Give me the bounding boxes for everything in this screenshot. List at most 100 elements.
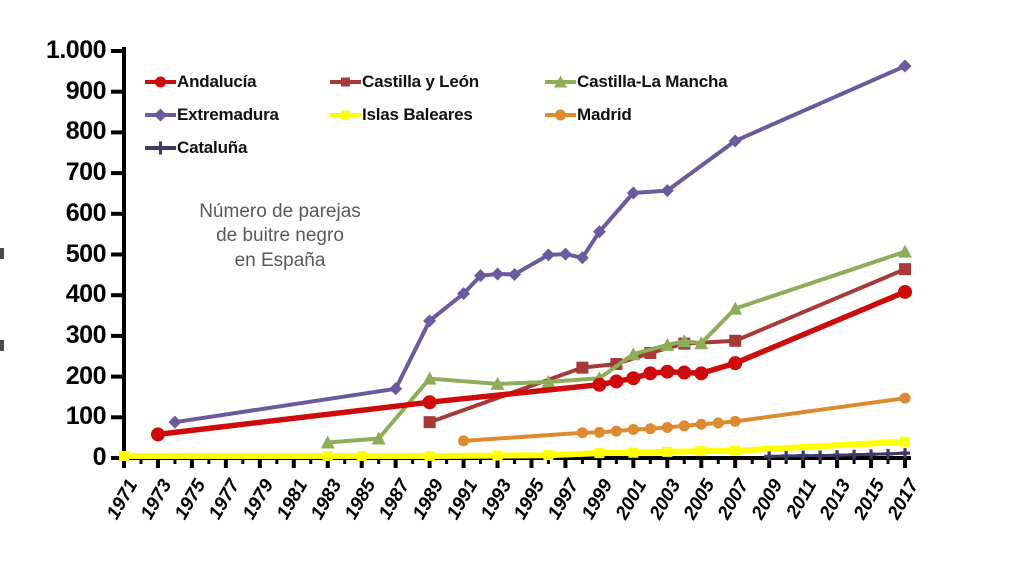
legend-swatch-diamond-icon: [145, 108, 176, 122]
series-extremadura: [168, 59, 912, 429]
data-point-marker: [728, 134, 742, 148]
data-point-marker: [832, 450, 843, 461]
data-point-marker: [729, 334, 742, 347]
legend-item-castilla-y-le-n[interactable]: Castilla y León: [330, 72, 479, 92]
data-point-marker: [119, 450, 129, 461]
data-point-marker: [660, 184, 674, 198]
data-point-marker: [866, 449, 877, 460]
y-axis-tick-label: 900: [65, 76, 107, 105]
data-point-marker: [695, 418, 707, 430]
data-point-marker: [154, 141, 167, 155]
y-axis-tick-label: 500: [65, 239, 107, 268]
legend-item-madrid[interactable]: Madrid: [545, 105, 632, 125]
data-point-marker: [322, 450, 333, 461]
legend-item-catalu-a[interactable]: Cataluña: [145, 138, 247, 158]
chart-annotation: Número de parejas de buitre negro en Esp…: [175, 200, 385, 273]
data-point-marker: [694, 366, 709, 381]
data-point-marker: [898, 244, 912, 258]
legend-swatch-circle-icon: [145, 75, 176, 89]
data-point-marker: [798, 450, 809, 461]
data-point-marker: [558, 247, 572, 261]
data-point-marker: [898, 284, 912, 299]
legend-item-extremadura[interactable]: Extremadura: [145, 105, 279, 125]
data-point-marker: [696, 446, 707, 457]
data-point-marker: [610, 425, 622, 437]
data-point-marker: [422, 371, 437, 385]
data-point-marker: [492, 450, 503, 461]
series-islas-baleares: [119, 436, 910, 461]
data-point-marker: [609, 374, 624, 389]
series-andaluc-a: [150, 284, 912, 442]
data-point-marker: [900, 436, 910, 447]
data-point-marker: [575, 251, 589, 265]
series-catalu-a: [764, 448, 910, 462]
legend-label: Cataluña: [177, 138, 248, 157]
y-axis-tick-label: 700: [65, 158, 107, 187]
data-point-marker: [626, 371, 641, 386]
data-point-marker: [626, 186, 640, 200]
data-point-marker: [644, 423, 656, 435]
data-point-marker: [541, 248, 555, 262]
y-axis-tick-label: 0: [92, 443, 107, 471]
y-axis-title-fragment-lower: [0, 340, 4, 351]
data-point-marker: [592, 225, 606, 239]
legend-item-andaluc-a[interactable]: Andalucía: [145, 72, 257, 92]
annotation-line-1: Número de parejas: [199, 201, 361, 222]
data-point-marker: [849, 449, 860, 460]
data-point-marker: [900, 448, 910, 459]
data-point-marker: [730, 445, 741, 456]
data-point-marker: [423, 314, 437, 328]
y-axis-tick-label: 600: [65, 198, 107, 227]
data-point-marker: [154, 108, 167, 122]
data-point-marker: [593, 426, 605, 438]
data-point-marker: [898, 59, 912, 73]
data-point-marker: [320, 435, 335, 449]
legend-swatch-circle-icon: [545, 108, 576, 122]
legend-label: Madrid: [577, 105, 632, 124]
data-point-marker: [592, 377, 607, 392]
series-line: [121, 438, 908, 459]
data-point-marker: [677, 365, 692, 380]
data-point-marker: [371, 431, 386, 445]
data-point-marker: [660, 337, 675, 351]
data-point-marker: [660, 364, 675, 379]
data-point-marker: [883, 448, 894, 459]
legend-label: Castilla y León: [362, 72, 479, 91]
legend-item-islas-baleares[interactable]: Islas Baleares: [330, 105, 473, 125]
data-point-marker: [457, 287, 471, 301]
series-madrid: [458, 392, 911, 447]
data-point-marker: [661, 421, 673, 433]
y-axis-tick-label: 200: [65, 361, 107, 390]
data-point-marker: [729, 415, 741, 427]
y-axis-tick-label: 400: [65, 280, 107, 309]
data-point-marker: [728, 356, 743, 371]
data-point-marker: [555, 109, 566, 121]
data-point-marker: [899, 392, 911, 404]
data-point-marker: [694, 336, 709, 350]
series-line: [461, 396, 907, 443]
legend-swatch-plus-icon: [145, 141, 176, 155]
data-point-marker: [424, 450, 435, 461]
data-point-marker: [594, 448, 605, 459]
data-point-marker: [474, 269, 488, 283]
data-point-marker: [341, 110, 350, 120]
legend-label: Castilla-La Mancha: [577, 72, 728, 91]
data-point-marker: [628, 447, 639, 458]
data-point-marker: [150, 427, 165, 442]
data-point-marker: [491, 267, 505, 281]
legend-label: Islas Baleares: [362, 105, 473, 124]
data-point-marker: [728, 301, 743, 315]
annotation-line-2: de buitre negro: [216, 225, 344, 247]
data-point-marker: [643, 366, 658, 381]
legend-swatch-triangle-icon: [545, 75, 576, 89]
data-point-marker: [781, 450, 792, 461]
data-point-marker: [490, 376, 505, 390]
series-line: [325, 249, 907, 445]
y-axis-tick-label: 1.000: [45, 36, 107, 64]
data-point-marker: [341, 77, 350, 87]
data-point-marker: [677, 334, 692, 348]
legend-item-castilla-la-mancha[interactable]: Castilla-La Mancha: [545, 72, 728, 92]
data-point-marker: [458, 435, 470, 447]
data-point-marker: [712, 417, 724, 429]
data-point-marker: [168, 415, 182, 429]
